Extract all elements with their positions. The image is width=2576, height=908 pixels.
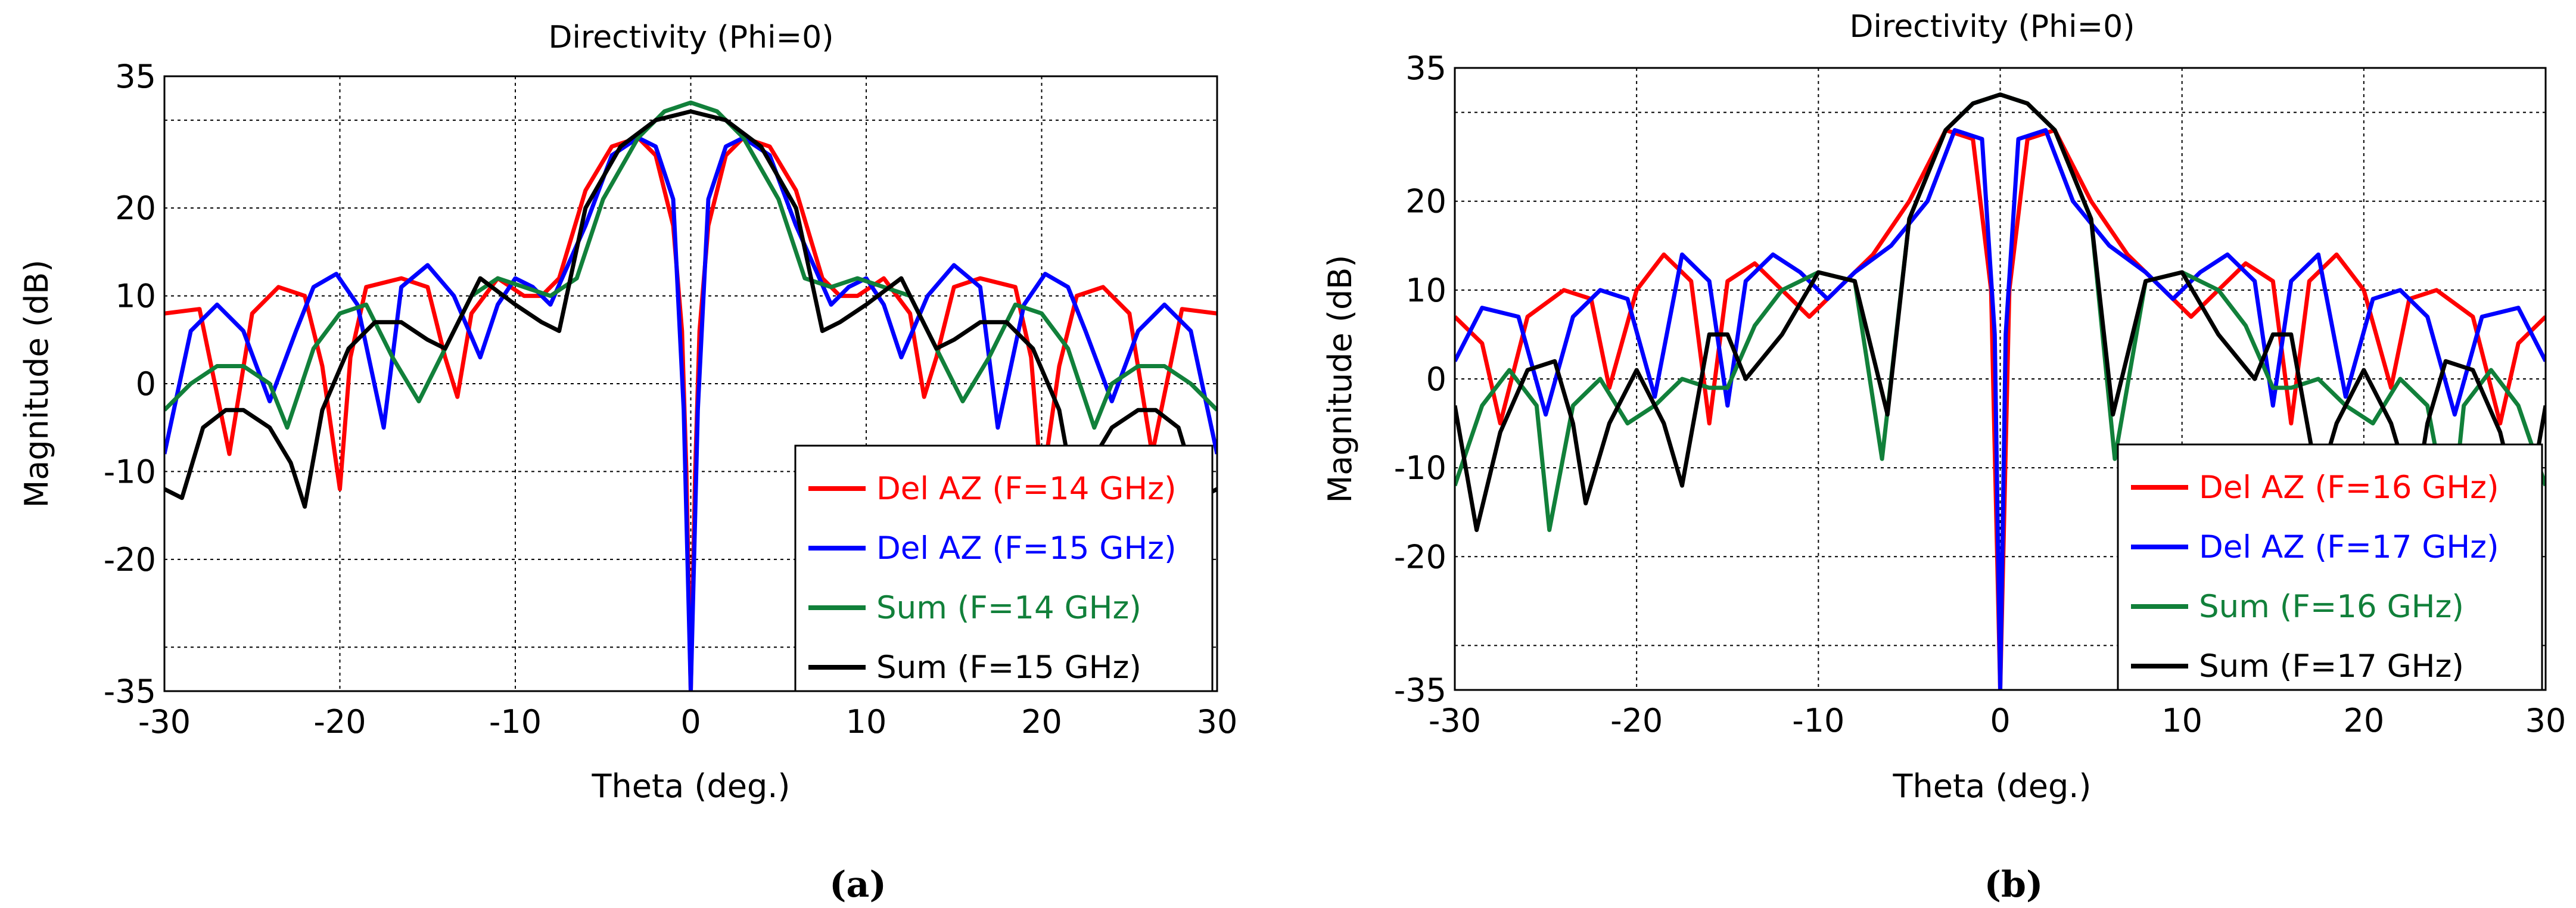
legend-label: Sum (F=15 GHz) bbox=[876, 649, 1141, 686]
y-tick-label: 10 bbox=[115, 278, 156, 315]
legend-box bbox=[2117, 443, 2543, 691]
plot-frame bbox=[163, 75, 1218, 692]
y-tick-label: 10 bbox=[1405, 272, 1446, 309]
x-tick-labels: -30 -20 -10 0 10 20 30 bbox=[1429, 702, 2566, 739]
legend-label: Sum (F=17 GHz) bbox=[2199, 648, 2464, 685]
x-tick-label: -20 bbox=[313, 703, 366, 741]
series-line bbox=[164, 100, 1217, 430]
x-tick-label: -20 bbox=[1610, 702, 1663, 739]
y-axis-label: Magnitude (dB) bbox=[18, 260, 55, 508]
x-tick-label: 10 bbox=[2161, 702, 2202, 739]
series-line bbox=[1455, 92, 2546, 532]
x-tick-label: 0 bbox=[1990, 702, 2010, 739]
series-line bbox=[1455, 128, 2546, 690]
series-line bbox=[164, 135, 1217, 691]
legend-label: Sum (F=16 GHz) bbox=[2199, 589, 2464, 625]
series-line bbox=[1455, 128, 2546, 690]
y-tick-label: -20 bbox=[104, 541, 156, 579]
plot-series bbox=[1455, 92, 2546, 690]
x-tick-label: -30 bbox=[138, 703, 191, 741]
x-tick-label: -10 bbox=[489, 703, 542, 741]
y-tick-label: 0 bbox=[136, 365, 156, 403]
panel-caption: (b) bbox=[1984, 864, 2043, 906]
legend-items: Del AZ (F=14 GHz) Del AZ (F=15 GHz) Sum (F… bbox=[808, 471, 1177, 686]
legend-label: Del AZ (F=15 GHz) bbox=[876, 530, 1177, 567]
y-tick-label: 20 bbox=[115, 189, 156, 227]
x-axis-label: Theta (deg.) bbox=[1893, 767, 2092, 805]
x-tick-label: 20 bbox=[2343, 702, 2384, 739]
chart-title: Directivity (Phi=0) bbox=[548, 20, 833, 55]
y-tick-labels: 35 20 10 0 -10 -20 -35 bbox=[1394, 49, 1446, 709]
x-tick-label: 20 bbox=[1021, 703, 1062, 741]
x-tick-label: -10 bbox=[1792, 702, 1844, 739]
y-tick-label: -35 bbox=[1394, 671, 1446, 709]
chart-title: Directivity (Phi=0) bbox=[1849, 9, 2135, 45]
panel-caption: (a) bbox=[829, 864, 886, 906]
series-line bbox=[164, 135, 1217, 691]
legend: Del AZ (F=16 GHz) Del AZ (F=17 GHz) Sum (F… bbox=[2117, 443, 2543, 691]
y-tick-label: 35 bbox=[115, 58, 156, 95]
chart-panel-a: Directivity (Phi=0) -30 -20 -10 0 10 20 30 35 2… bbox=[18, 20, 1237, 906]
x-tick-labels: -30 -20 -10 0 10 20 30 bbox=[138, 703, 1237, 741]
legend-label: Sum (F=14 GHz) bbox=[876, 590, 1141, 626]
y-tick-label: 20 bbox=[1405, 183, 1446, 220]
chart-panel-b: Directivity (Phi=0) -30 -20 -10 0 10 20 30 35 2… bbox=[1321, 9, 2566, 906]
legend: Del AZ (F=14 GHz) Del AZ (F=15 GHz) Sum (F… bbox=[794, 444, 1214, 692]
y-tick-label: 35 bbox=[1405, 49, 1446, 87]
y-tick-label: 0 bbox=[1426, 360, 1446, 398]
y-tick-label: -35 bbox=[104, 673, 156, 710]
plot-frame bbox=[1454, 67, 2547, 691]
y-tick-label: -10 bbox=[1394, 449, 1446, 487]
x-tick-label: 30 bbox=[1197, 703, 1238, 741]
x-tick-label: 10 bbox=[846, 703, 887, 741]
x-tick-label: 30 bbox=[2525, 702, 2566, 739]
legend-label: Del AZ (F=17 GHz) bbox=[2199, 529, 2499, 565]
x-tick-label: -30 bbox=[1429, 702, 1481, 739]
y-tick-labels: 35 20 10 0 -10 -20 -35 bbox=[104, 58, 156, 710]
legend-label: Del AZ (F=16 GHz) bbox=[2199, 469, 2499, 506]
y-tick-label: -20 bbox=[1394, 538, 1446, 576]
x-tick-label: 0 bbox=[680, 703, 701, 741]
x-axis-label: Theta (deg.) bbox=[592, 767, 791, 805]
plot-series bbox=[164, 100, 1217, 691]
y-tick-label: -10 bbox=[104, 453, 156, 490]
y-axis-label: Magnitude (dB) bbox=[1321, 255, 1359, 503]
legend-label: Del AZ (F=14 GHz) bbox=[876, 471, 1177, 507]
legend-items: Del AZ (F=16 GHz) Del AZ (F=17 GHz) Sum (F… bbox=[2131, 469, 2499, 685]
